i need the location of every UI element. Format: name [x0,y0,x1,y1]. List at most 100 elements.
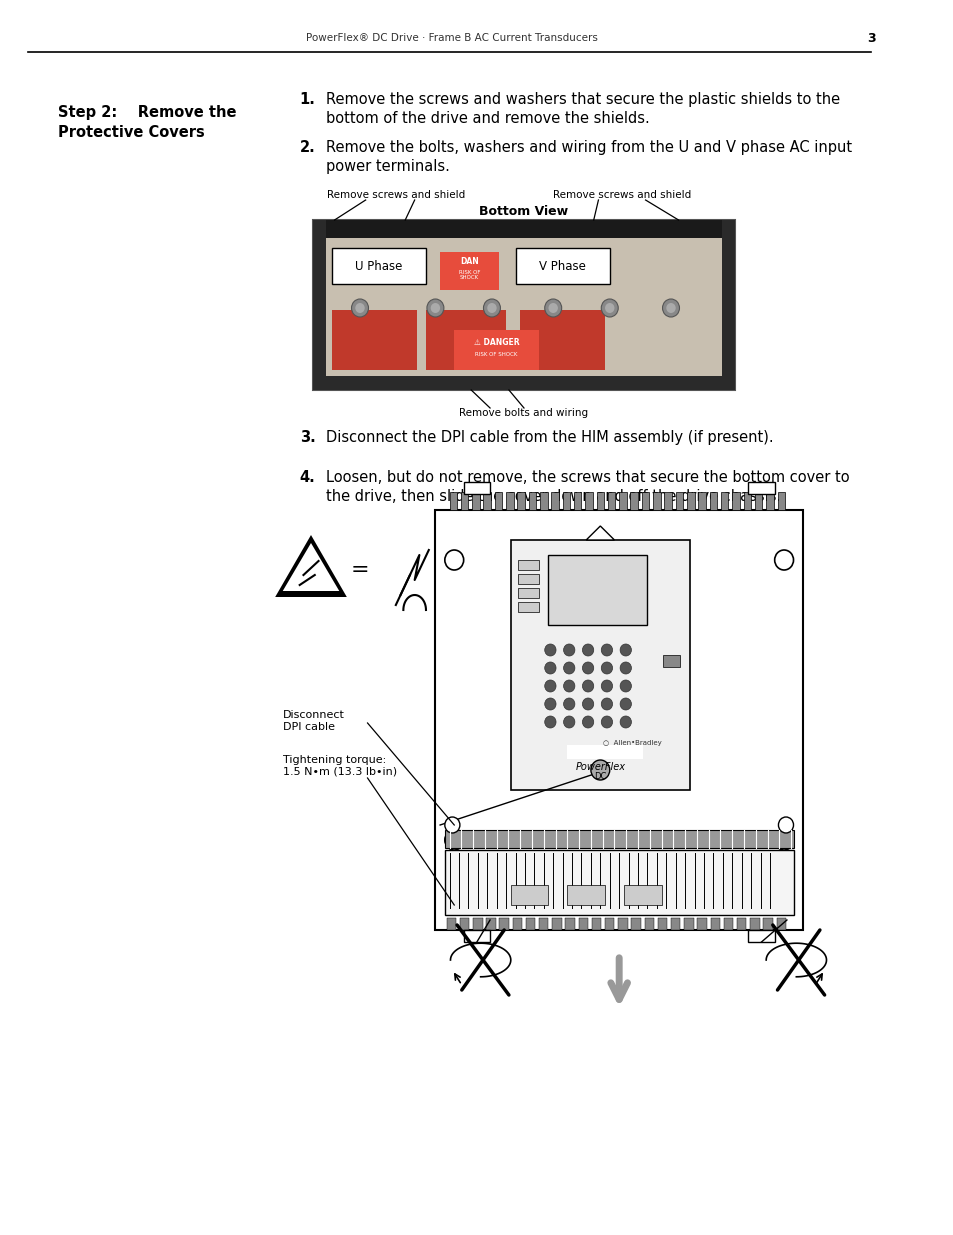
Bar [698,492,705,510]
Bar [578,918,587,930]
Bar [463,930,490,942]
Bar [525,918,535,930]
Bar [539,492,547,510]
Circle shape [483,299,500,317]
Bar [435,510,802,930]
Bar [472,492,479,510]
Bar [721,220,735,390]
Bar [552,918,561,930]
Bar [446,918,456,930]
Bar [604,918,614,930]
Bar [510,540,689,790]
Circle shape [582,662,593,674]
Circle shape [661,299,679,317]
Bar [754,492,761,510]
Bar [517,588,538,598]
Text: Disconnect
DPI cable: Disconnect DPI cable [282,710,344,731]
Text: PowerFlex® DC Drive · Frame B AC Current Transducers: PowerFlex® DC Drive · Frame B AC Current… [306,33,598,43]
Bar [459,918,469,930]
Bar [723,918,733,930]
Bar [528,492,536,510]
Circle shape [563,680,575,692]
Circle shape [563,662,575,674]
Text: 1.: 1. [299,91,315,107]
Bar [630,492,638,510]
Circle shape [427,299,443,317]
Text: U Phase: U Phase [355,259,402,273]
Circle shape [600,299,618,317]
Bar [454,330,538,370]
Text: Protective Covers: Protective Covers [58,125,205,140]
Bar [662,655,679,667]
Bar [591,918,600,930]
Circle shape [444,550,463,571]
Polygon shape [282,543,339,592]
Circle shape [778,818,793,832]
Bar [747,482,774,494]
Circle shape [563,716,575,727]
Bar [449,492,456,510]
Bar [777,492,784,510]
Circle shape [563,698,575,710]
Text: 2.: 2. [299,140,315,156]
Bar [517,574,538,584]
Bar [644,918,654,930]
Text: 3.: 3. [299,430,315,445]
Circle shape [582,716,593,727]
Circle shape [351,299,368,317]
Circle shape [600,662,612,674]
Bar [444,830,793,848]
Bar [548,555,647,625]
Text: Remove the bolts, washers and wiring from the U and V phase AC input: Remove the bolts, washers and wiring fro… [326,140,851,156]
Bar [332,248,426,284]
Circle shape [600,643,612,656]
Bar [653,492,659,510]
Text: DAN: DAN [459,258,478,267]
Bar [313,220,326,390]
Bar [747,930,774,942]
Text: RISK OF
SHOCK: RISK OF SHOCK [458,269,479,280]
Bar [641,492,649,510]
Bar [313,375,735,390]
Circle shape [774,550,793,571]
Bar [607,492,615,510]
Circle shape [619,643,631,656]
Text: =: = [351,559,369,580]
Bar [519,310,604,370]
Text: 4.: 4. [299,471,315,485]
Circle shape [544,716,556,727]
Text: Step 2:    Remove the: Step 2: Remove the [58,105,236,120]
Circle shape [563,643,575,656]
Circle shape [619,698,631,710]
Bar [538,918,548,930]
Bar [326,238,721,375]
Bar [742,492,750,510]
Text: Bottom View: Bottom View [479,205,568,219]
Bar [596,492,603,510]
Bar [663,492,671,510]
Circle shape [355,303,364,312]
Polygon shape [585,526,614,540]
Bar [675,492,682,510]
Text: the drive, then slide the cover down and off the drive chassis.: the drive, then slide the cover down and… [326,489,781,504]
Bar [512,918,521,930]
Bar [776,918,785,930]
Bar [426,310,505,370]
Bar [584,492,592,510]
Text: Loosen, but do not remove, the screws that secure the bottom cover to: Loosen, but do not remove, the screws th… [326,471,849,485]
Text: Remove the screws and washers that secure the plastic shields to the: Remove the screws and washers that secur… [326,91,840,107]
Bar [463,482,490,494]
Bar [515,248,609,284]
Text: RISK OF SHOCK: RISK OF SHOCK [475,352,517,357]
Circle shape [582,643,593,656]
Bar [683,918,693,930]
Circle shape [590,760,609,781]
Bar [567,885,604,905]
Bar [486,918,496,930]
Bar [762,918,772,930]
Bar [709,492,717,510]
Text: bottom of the drive and remove the shields.: bottom of the drive and remove the shiel… [326,111,649,126]
Text: Remove screws and shield: Remove screws and shield [326,190,464,200]
Bar [332,310,416,370]
Text: Tightening torque:
1.5 N•m (13.3 lb•in): Tightening torque: 1.5 N•m (13.3 lb•in) [282,755,396,777]
